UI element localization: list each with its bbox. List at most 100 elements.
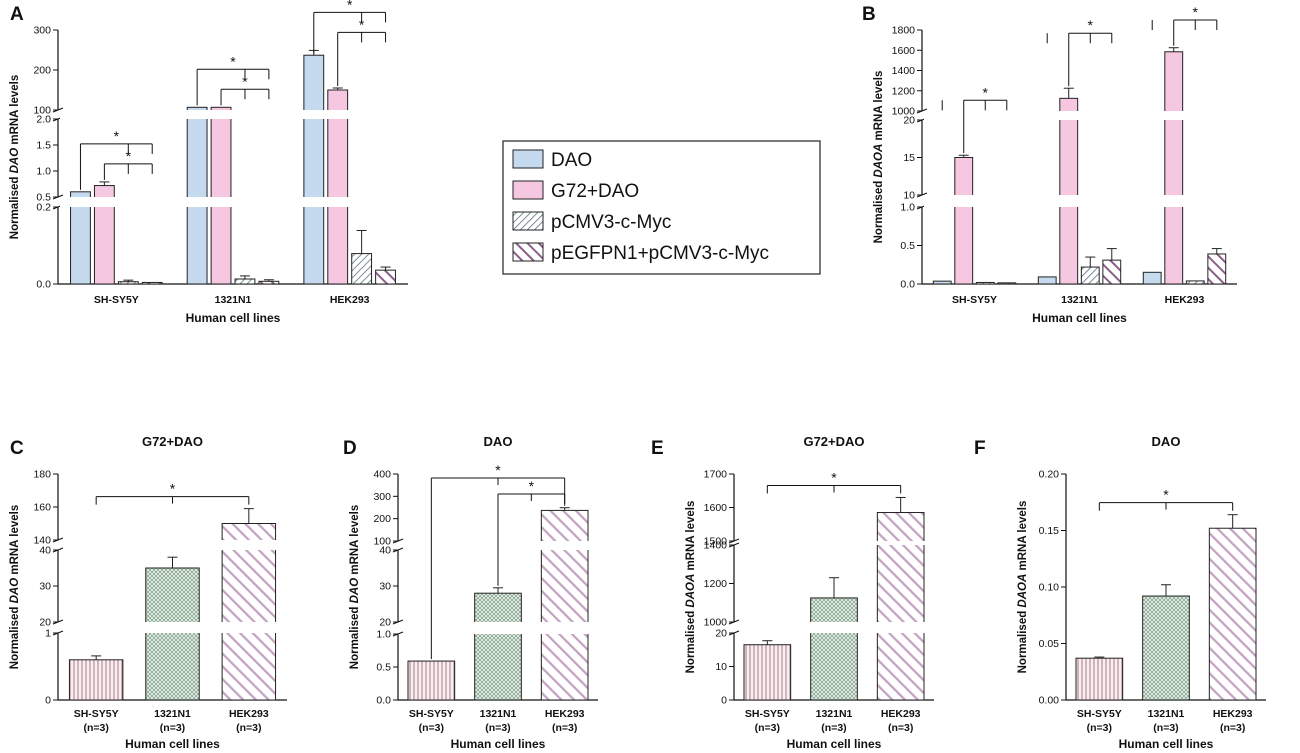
x-category-label: HEK293 [881, 708, 921, 720]
significance-star: * [983, 84, 989, 100]
x-axis-label: Human cell lines [451, 737, 546, 751]
y-axis-label: Normalised DAO mRNA levels [9, 75, 21, 239]
chart-title: DAO [484, 434, 513, 449]
y-tick-label: 10 [903, 190, 915, 202]
bar-dao-hek293 [1142, 271, 1162, 285]
legend-label-g72-dao: G72+DAO [551, 181, 639, 202]
x-category-n: (n=3) [1153, 722, 1178, 734]
axis-break-gap [924, 111, 1239, 120]
x-category-n: (n=3) [236, 722, 261, 734]
axis-break-gap [60, 197, 410, 207]
y-tick-label: 100 [33, 105, 51, 117]
x-category-label: SH-SY5Y [952, 294, 997, 306]
axis-break-gap [809, 622, 859, 633]
significance-d: ** [430, 462, 566, 660]
bar-pcmv3-c-myc-hek293 [1185, 280, 1205, 285]
y-tick-label: 1400 [892, 65, 916, 77]
y-axis-label: Normalised DAOA mRNA levels [1017, 501, 1029, 674]
axis-break-mark [52, 547, 64, 553]
axis-break-gap [924, 195, 1239, 207]
x-category-n: (n=3) [821, 722, 846, 734]
axis-break-gap [743, 622, 792, 633]
y-axis-label-part: DAOA [873, 144, 885, 178]
axis-break-mark [728, 538, 740, 544]
legend: DAO G72+DAO pCMV3-c-Myc pEGFPN1+pCMV3-c-… [502, 140, 821, 275]
x-category-label: 1321N1 [154, 708, 191, 720]
axis-break-mark [728, 542, 740, 548]
axis-break-gap [876, 541, 925, 545]
y-tick-label: 1.0 [900, 202, 915, 214]
y-tick-label: 0.15 [1039, 525, 1060, 537]
x-category-n: (n=3) [419, 722, 444, 734]
x-category-n: (n=3) [83, 722, 108, 734]
bar-pcmv3-c-myc-1321n1 [234, 278, 256, 285]
y-tick-label: 140 [33, 535, 51, 547]
significance-star: * [495, 462, 501, 478]
y-axis-label: Normalised DAO mRNA levels [349, 505, 361, 669]
significance-star: * [1193, 4, 1199, 20]
bars-panel-b [924, 47, 1239, 285]
y-axis-label-part: DAOA [685, 574, 697, 608]
y-axis-label-part: mRNA levels [9, 505, 21, 578]
x-axis-label: Human cell lines [787, 737, 882, 751]
axis-break-mark [52, 619, 64, 625]
bar-pcmv3-c-myc-sh-sy5y [975, 281, 995, 285]
significance-star: * [230, 53, 236, 69]
y-tick-label: 0.0 [36, 279, 51, 291]
bars-panel-d [407, 507, 589, 701]
y-tick-label: 400 [373, 469, 391, 481]
bar-pcmv3-c-myc-hek293 [351, 253, 373, 285]
axis-break-mark [392, 538, 404, 544]
y-tick-label: 2.0 [36, 114, 51, 126]
significance-star: * [347, 0, 353, 12]
y-tick-label: 0.0 [900, 279, 915, 291]
significance-a: * * * * * * [79, 0, 387, 190]
axis-break-mark [52, 630, 64, 636]
panel-label-e: E [651, 438, 664, 459]
legend-swatch-pegfpn1 [512, 242, 544, 262]
panel-label-a: A [10, 4, 24, 25]
x-category-label: 1321N1 [816, 708, 853, 720]
bar-hek293 [221, 523, 277, 701]
x-category-label: 1321N1 [480, 708, 517, 720]
bar-dao-hek293 [303, 54, 325, 285]
y-tick-label: 100 [373, 536, 391, 548]
y-axis-label-part: mRNA levels [685, 501, 697, 574]
y-tick-label: 0.00 [1039, 695, 1060, 707]
x-category-n: (n=3) [888, 722, 913, 734]
significance-star: * [529, 478, 535, 494]
significance-star: * [1163, 487, 1169, 503]
axis-break-gap [68, 540, 124, 550]
bar-pcmv3-c-myc-sh-sy5y [117, 281, 139, 285]
y-tick-label: 1000 [892, 106, 916, 118]
y-tick-label: 180 [33, 469, 51, 481]
axis-break-gap [540, 541, 589, 550]
y-tick-label: 0.5 [36, 192, 51, 204]
legend-swatch-pcmv3 [512, 211, 544, 231]
bar-hek293 [1208, 527, 1257, 701]
axis-break-gap [60, 110, 410, 119]
y-tick-label: 1600 [704, 502, 728, 514]
bar-g72-dao-sh-sy5y [954, 157, 974, 285]
x-category-label: SH-SY5Y [1077, 708, 1122, 720]
bar-hek293 [540, 509, 589, 701]
significance-star: * [170, 481, 176, 497]
y-axis-label-part: mRNA levels [1017, 501, 1029, 574]
significance-star: * [126, 148, 132, 164]
x-category-label: SH-SY5Y [409, 708, 454, 720]
bar-dao-sh-sy5y [70, 191, 91, 285]
y-tick-label: 1200 [704, 578, 728, 590]
y-tick-label: 40 [379, 545, 391, 557]
significance-c: * [95, 481, 250, 505]
y-tick-label: 0.5 [376, 662, 391, 674]
axis-break-mark [392, 619, 404, 625]
axis-break-mark [916, 192, 928, 198]
legend-label-pegfpn1: pEGFPN1+pCMV3-c-Myc [551, 243, 769, 264]
y-axis-label-part: Normalised [1017, 608, 1029, 674]
legend-swatch-g72-dao [512, 180, 544, 200]
axes-f: 0.00 0.05 0.10 0.15 0.20 Normalised DAOA mRNA… [1017, 434, 1266, 751]
axis-break-gap [68, 622, 124, 633]
x-axis-label: Human cell lines [186, 311, 281, 325]
y-axis-label-part: Normalised [9, 173, 21, 239]
